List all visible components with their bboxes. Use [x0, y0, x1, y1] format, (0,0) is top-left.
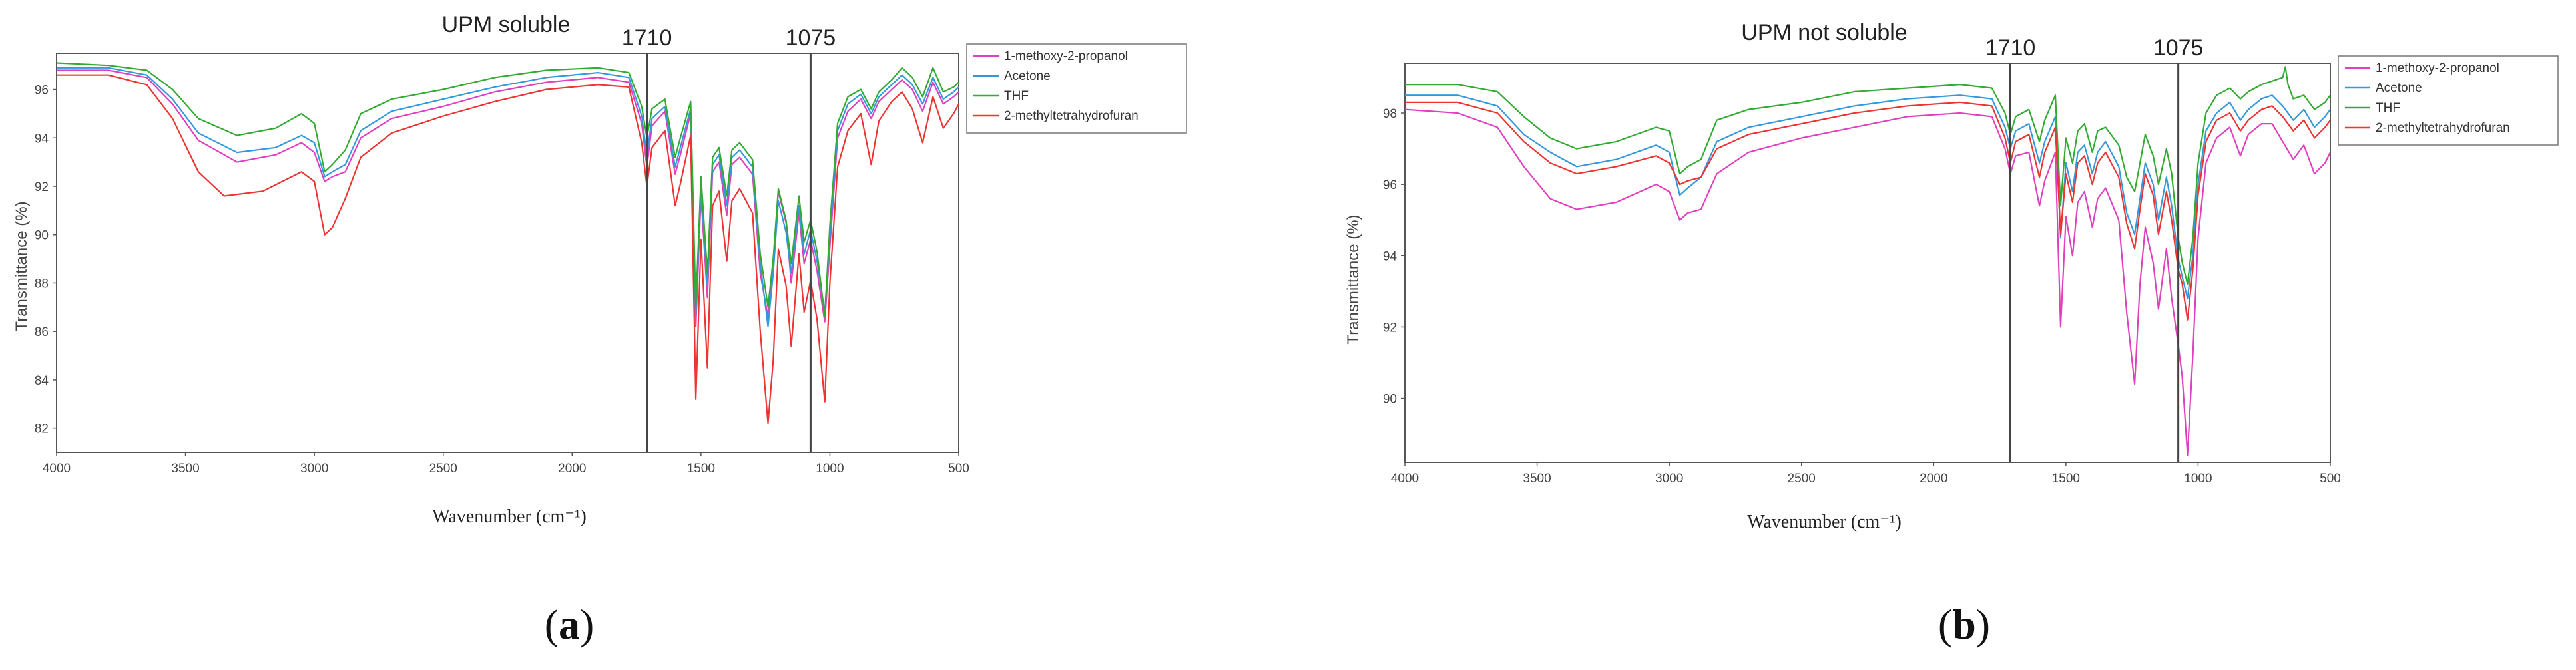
x-tick-label: 3500: [171, 462, 199, 476]
x-tick-label: 1500: [2052, 472, 2080, 486]
series-line: [1405, 66, 2330, 285]
x-tick-label: 2500: [429, 462, 457, 476]
x-axis-label: Wavenumber (cm⁻¹): [432, 506, 587, 527]
legend-label: THF: [2376, 101, 2400, 115]
x-tick-label: 2000: [1920, 472, 1947, 486]
plot-area: 4000 3500 3000 2500 2000 1500 1000 500 90 92 94 96 9…: [1383, 35, 2341, 486]
y-axis-label-group: Transmittance (%): [1344, 214, 1362, 344]
legend-label: 1-methoxy-2-propanol: [2376, 61, 2499, 75]
x-tick-label: 3500: [1523, 472, 1551, 486]
y-axis-label-group: Transmittance (%): [13, 201, 31, 331]
marker-label: 1710: [622, 25, 672, 51]
legend: [2338, 55, 2559, 146]
marker-label: 1075: [2153, 35, 2204, 61]
x-axis-label: Wavenumber (cm⁻¹): [1747, 512, 1902, 532]
series-line: [1405, 108, 2330, 456]
series-line: [1405, 101, 2330, 321]
panel-b: UPM not soluble Transmittance (%) Wavenu…: [1288, 0, 2576, 667]
y-tick-label: 92: [1383, 321, 1397, 335]
marker-label: 1075: [786, 25, 836, 51]
x-tick-label: 2500: [1788, 472, 1816, 486]
panel-letter: a: [559, 601, 580, 648]
panel-letter: b: [1952, 601, 1976, 648]
y-tick-label: 96: [1383, 178, 1397, 192]
y-axis-label: Transmittance (%): [1344, 214, 1362, 344]
plot-frame: [1404, 63, 2331, 463]
x-tick-label: 500: [2320, 472, 2341, 486]
chart-a: UPM soluble Transmittance (%) Wavenumber…: [13, 12, 1187, 648]
series-line: [57, 74, 959, 424]
y-tick-label: 92: [35, 180, 49, 194]
series-line: [57, 62, 959, 318]
x-tick-label: 2000: [558, 462, 586, 476]
plot-frame: [56, 53, 959, 453]
y-tick-label: 88: [35, 277, 49, 291]
x-tick-label: 1500: [687, 462, 715, 476]
y-tick-label: 90: [1383, 393, 1397, 407]
panel-a: UPM soluble Transmittance (%) Wavenumber…: [0, 0, 1288, 667]
panel-label-a: (a): [545, 601, 595, 648]
y-tick-label: 94: [1383, 250, 1398, 263]
series-line: [1405, 94, 2330, 299]
legend-label: 1-methoxy-2-propanol: [1004, 49, 1128, 63]
y-tick-label: 94: [35, 132, 49, 146]
y-tick-label: 90: [35, 229, 49, 243]
legend-entries: 1-methoxy-2-propanol Acetone THF 2-methylte…: [2345, 61, 2510, 135]
legend-label: 2-methyltetrahydrofuran: [1004, 109, 1139, 123]
x-tick-label: 500: [948, 462, 969, 476]
legend-entries: 1-methoxy-2-propanol Acetone THF 2-methylte…: [973, 49, 1139, 123]
chart-b: UPM not soluble Transmittance (%) Wavenu…: [1344, 20, 2559, 648]
legend-label: THF: [1004, 89, 1029, 103]
x-tick-label: 1000: [816, 462, 844, 476]
series-group: [1405, 66, 2330, 456]
y-axis-label: Transmittance (%): [13, 201, 31, 331]
plot-area: 4000 3500 3000 2500 2000 1500 1000 500 82 84 86 88 9…: [35, 25, 969, 476]
x-tick-label: 4000: [1391, 472, 1419, 486]
series-line: [57, 67, 959, 327]
legend-label: 2-methyltetrahydrofuran: [2376, 121, 2510, 135]
x-tick-label: 4000: [43, 462, 71, 476]
legend: [966, 43, 1187, 134]
chart-title: UPM soluble: [442, 12, 571, 37]
y-tick-label: 86: [35, 325, 49, 339]
x-tick-label: 3000: [300, 462, 328, 476]
y-tick-label: 96: [35, 84, 49, 98]
panel-label-b: (b): [1938, 601, 1990, 648]
series-group: [57, 62, 959, 424]
y-tick-label: 82: [35, 422, 49, 436]
x-tick-label: 1000: [2184, 472, 2212, 486]
y-tick-label: 84: [35, 374, 49, 388]
chart-title: UPM not soluble: [1741, 20, 1907, 45]
legend-label: Acetone: [2376, 81, 2422, 95]
y-tick-label: 98: [1383, 107, 1397, 121]
series-line: [57, 69, 959, 327]
legend-label: Acetone: [1004, 69, 1051, 83]
marker-label: 1710: [1985, 35, 2036, 61]
x-tick-label: 3000: [1655, 472, 1683, 486]
